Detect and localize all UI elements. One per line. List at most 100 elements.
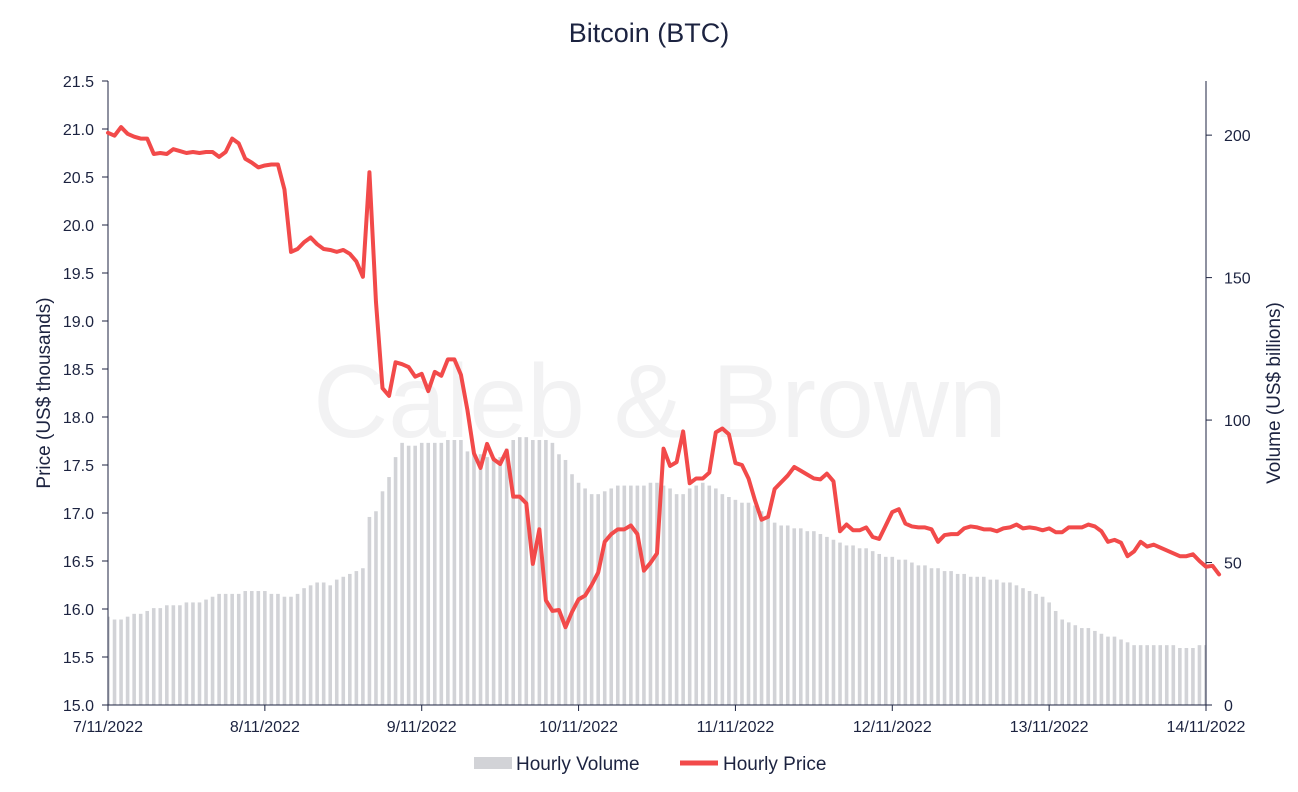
volume-bar [151,608,156,705]
right-tick-label: 0 [1224,698,1233,715]
volume-bar [615,485,620,705]
volume-bar [1053,610,1058,705]
volume-bar [557,454,561,705]
volume-bar [981,576,986,705]
volume-bar [315,582,319,705]
volume-bar [1060,619,1065,705]
left-tick-label: 19.0 [63,314,94,331]
volume-bar [243,591,248,705]
volume-bar [936,568,940,705]
volume-bar [1112,636,1117,705]
left-tick-label: 15.5 [63,650,94,667]
volume-bar [883,556,888,705]
price-line [106,125,1222,630]
volume-bar [602,491,607,705]
volume-bar [877,553,882,705]
volume-bar [916,565,921,705]
volume-bar [759,511,764,705]
volume-bar [125,616,130,705]
volume-bar [459,440,463,705]
left-tick-label: 18.5 [63,362,94,379]
volume-bar [269,593,274,705]
volume-bar [197,602,202,705]
legend: Hourly Volume Hourly Price [474,754,826,775]
volume-bar [851,545,855,705]
volume-bar [472,454,476,705]
left-tick-label: 16.0 [63,602,94,619]
volume-bar [119,619,123,705]
volume-bar [387,477,391,705]
volume-bar [570,474,574,705]
x-tick-label: 8/11/2022 [230,719,300,736]
volume-bar [655,482,659,705]
volume-bar [635,485,640,705]
volume-bar [485,457,489,705]
volume-bar [720,494,725,705]
volume-bar [812,531,816,705]
volume-bar [524,437,529,705]
volume-bar [753,505,757,705]
volume-bar [1191,648,1195,705]
volume-bar [517,437,522,705]
legend-volume-label: Hourly Volume [516,754,640,775]
volume-bar [302,588,306,705]
volume-bar [642,485,646,705]
volume-bar [1047,602,1051,705]
volume-bar [975,576,980,705]
volume-bar [995,579,999,705]
volume-bar [1158,645,1163,705]
volume-bar [1119,639,1123,705]
x-tick-label: 10/11/2022 [539,719,618,736]
volume-bar [687,488,692,705]
left-tick-label: 21.0 [63,122,94,139]
volume-bar [230,593,234,705]
volume-bar [792,528,797,705]
volume-bars [108,437,1206,705]
volume-bar [406,445,411,705]
left-axis-title: Price (US$ thousands) [34,297,55,488]
left-tick-label: 19.5 [63,266,94,283]
volume-bar [1164,645,1169,705]
volume-bar [622,485,627,705]
legend-price-label: Hourly Price [723,754,826,775]
volume-bar [295,593,300,705]
volume-bar [439,442,444,705]
volume-bar [361,568,365,705]
volume-bar [864,548,868,705]
volume-bar [740,502,744,705]
volume-bar [798,528,803,705]
right-tick-label: 50 [1224,556,1242,573]
volume-bar [1184,648,1189,705]
left-tick-label: 21.5 [63,74,94,91]
left-tick-label: 17.5 [63,458,94,475]
volume-bar [348,573,352,705]
volume-bar [236,593,241,705]
volume-bar [132,613,136,705]
volume-bar [942,571,947,705]
volume-bar [452,440,457,705]
volume-bar [746,502,751,705]
volume-bar [465,451,470,705]
volume-bar [779,525,783,705]
right-axis-title: Volume (US$ billions) [1264,302,1285,484]
volume-bar [171,605,176,705]
volume-bar [700,482,705,705]
volume-bar [1138,645,1143,705]
left-tick-label: 20.5 [63,170,94,187]
volume-bar [1080,628,1084,705]
volume-bar [308,585,313,705]
volume-bar [838,542,842,705]
volume-bar [727,497,731,705]
volume-bar [1171,645,1176,705]
volume-bar [844,545,849,705]
volume-bar [668,488,672,705]
volume-bar [949,571,953,705]
volume-bar [341,576,346,705]
volume-bar [504,448,509,705]
price-line-layer [106,125,1222,630]
x-tick-label: 11/11/2022 [697,719,775,736]
volume-bar [138,613,143,705]
volume-bar [818,534,823,705]
volume-bar [576,482,581,705]
